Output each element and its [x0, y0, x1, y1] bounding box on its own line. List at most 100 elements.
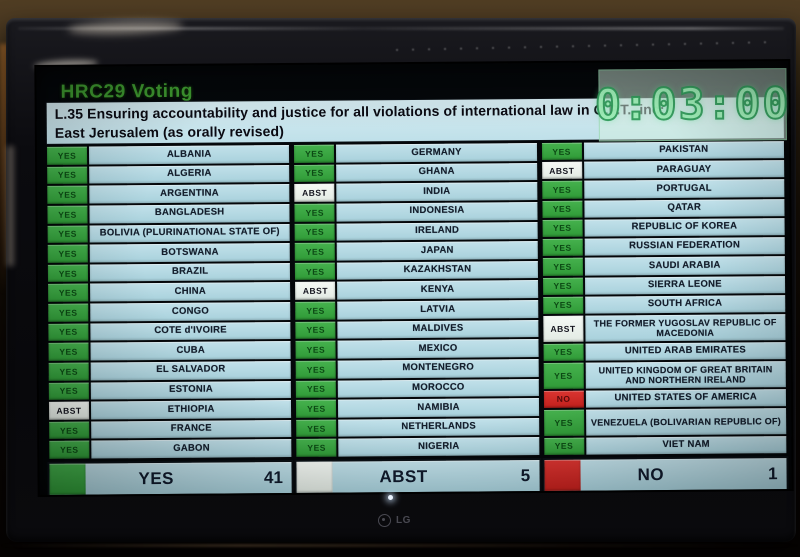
vote-row: YES NAMIBIA — [296, 398, 539, 418]
vote-column-1: YES ALBANIA YES ALGERIA YES ARGENTINA YES BANGL… — [46, 144, 292, 459]
bezel-top-highlight — [18, 27, 784, 30]
summary-swatch-abst — [296, 461, 334, 493]
vote-badge-yes: YES — [542, 238, 583, 257]
country-name: REPUBLIC OF KOREA — [584, 217, 785, 237]
summary-label: YES — [138, 468, 175, 488]
country-name: BRAZIL — [89, 262, 291, 282]
country-name: MONTENEGRO — [337, 358, 539, 379]
country-name: SAUDI ARABIA — [584, 256, 785, 276]
vote-badge-abst: ABST — [542, 315, 584, 342]
summary-swatch-no — [544, 459, 581, 491]
summary-count: 41 — [263, 467, 283, 487]
country-name: SIERRA LEONE — [584, 275, 786, 295]
vote-badge-yes: YES — [295, 321, 336, 340]
vote-badge-yes: YES — [296, 380, 337, 399]
vote-row: YES CONGO — [48, 301, 291, 322]
vote-row: YES QATAR — [542, 198, 785, 218]
vote-row: YES BOTSWANA — [47, 243, 291, 263]
vote-badge-yes: YES — [543, 343, 584, 361]
country-name: FRANCE — [91, 419, 292, 439]
country-name: GABON — [91, 439, 292, 459]
country-name: THE FORMER YUGOSLAV REPUBLIC OF MACEDONI… — [584, 314, 786, 342]
vote-badge-yes: YES — [47, 244, 88, 263]
country-name: LATVIA — [337, 300, 538, 320]
country-name: ARGENTINA — [89, 184, 290, 204]
vote-row: YES NETHERLANDS — [296, 417, 539, 438]
vote-badge-yes: YES — [48, 382, 89, 400]
country-name: PORTUGAL — [583, 179, 785, 199]
country-name: BOTSWANA — [89, 243, 291, 263]
lg-circle-icon — [378, 514, 391, 527]
vote-row: YES LATVIA — [295, 300, 538, 320]
power-led — [388, 495, 393, 500]
vote-badge-yes: YES — [295, 242, 336, 261]
vote-row: NO UNITED STATES OF AMERICA — [543, 388, 787, 409]
country-name: KENYA — [337, 280, 538, 300]
vote-row: ABST INDIA — [294, 182, 538, 202]
country-name: VENEZUELA (BOLIVARIAN REPUBLIC OF) — [585, 408, 787, 436]
country-name: BOLIVIA (PLURINATIONAL STATE OF) — [89, 223, 291, 243]
vote-row: YES ESTONIA — [48, 380, 292, 400]
vote-badge-yes: YES — [48, 342, 89, 361]
vote-badge-yes: YES — [542, 257, 583, 276]
country-name: BANGLADESH — [89, 203, 290, 224]
country-name: ESTONIA — [90, 380, 292, 400]
country-name: ETHIOPIA — [90, 400, 292, 420]
vote-row: YES BRAZIL — [47, 262, 291, 283]
summary-label: NO — [637, 464, 665, 484]
vote-badge-yes: YES — [48, 303, 89, 322]
vote-row: ABST PARAGUAY — [541, 160, 785, 180]
vote-badge-yes: YES — [49, 440, 90, 459]
vote-badge-yes: YES — [47, 264, 89, 283]
country-name: UNITED STATES OF AMERICA — [585, 388, 787, 408]
tv-monitor: HRC29 Voting L.35 Ensuring accountabilit… — [6, 18, 796, 542]
summary-no: NO 1 — [544, 458, 787, 491]
voting-timer: 0:03:00 — [594, 68, 791, 142]
bezel-glare-left — [7, 146, 14, 266]
vote-badge-abst: ABST — [48, 401, 90, 420]
vote-badge-yes: YES — [294, 223, 336, 242]
vote-badge-abst: ABST — [294, 183, 335, 202]
vote-badge-yes: YES — [294, 164, 335, 183]
vote-badge-abst: ABST — [295, 281, 336, 300]
country-name: SOUTH AFRICA — [584, 294, 786, 314]
country-name: GHANA — [336, 162, 537, 182]
bezel-reflection-smudge — [67, 18, 184, 37]
country-name: NIGERIA — [338, 437, 540, 457]
vote-badge-yes: YES — [296, 399, 337, 418]
vote-row: YES RUSSIAN FEDERATION — [542, 237, 785, 257]
summary-abst: ABST 5 — [296, 460, 540, 493]
vote-row: YES MEXICO — [295, 339, 539, 359]
vote-row: YES SIERRA LEONE — [542, 275, 786, 295]
vote-row: YES REPUBLIC OF KOREA — [542, 217, 785, 238]
country-name: NETHERLANDS — [338, 417, 539, 437]
country-name: PARAGUAY — [583, 160, 785, 180]
vote-column-3: YES PAKISTAN ABST PARAGUAY YES PORTUGAL YES QAT… — [541, 141, 787, 456]
country-name: CUBA — [90, 341, 291, 361]
country-name: NAMIBIA — [338, 398, 539, 418]
vote-badge-yes: YES — [541, 181, 583, 199]
country-name: INDONESIA — [336, 201, 538, 222]
vote-row: YES PAKISTAN — [541, 141, 785, 161]
country-name: MALDIVES — [337, 319, 539, 339]
country-name: EL SALVADOR — [90, 360, 292, 381]
vote-badge-yes: YES — [48, 323, 89, 342]
vote-row: YES NIGERIA — [296, 437, 540, 457]
voting-board: YES ALBANIA YES ALGERIA YES ARGENTINA YES BANGL… — [46, 141, 787, 459]
vote-column-2: YES GERMANY YES GHANA ABST INDIA YES INDONESIA Y… — [294, 143, 540, 457]
table-reflection-line — [0, 544, 800, 547]
vote-badge-yes: YES — [543, 362, 584, 389]
vote-badge-yes: YES — [46, 146, 88, 165]
country-name: COTE d'IVOIRE — [90, 321, 291, 341]
vote-row: ABST THE FORMER YUGOSLAV REPUBLIC OF MACE… — [542, 314, 786, 342]
vote-row: YES GABON — [49, 439, 292, 459]
vote-badge-yes: YES — [295, 360, 337, 379]
vote-badge-yes: YES — [48, 362, 89, 381]
vote-badge-yes: YES — [541, 142, 582, 161]
vote-row: YES UNITED ARAB EMIRATES — [543, 341, 786, 361]
country-name: MOROCCO — [338, 378, 539, 398]
vote-badge-abst: ABST — [541, 161, 582, 180]
summary-label: ABST — [379, 466, 428, 486]
vote-row: ABST KENYA — [295, 280, 538, 300]
